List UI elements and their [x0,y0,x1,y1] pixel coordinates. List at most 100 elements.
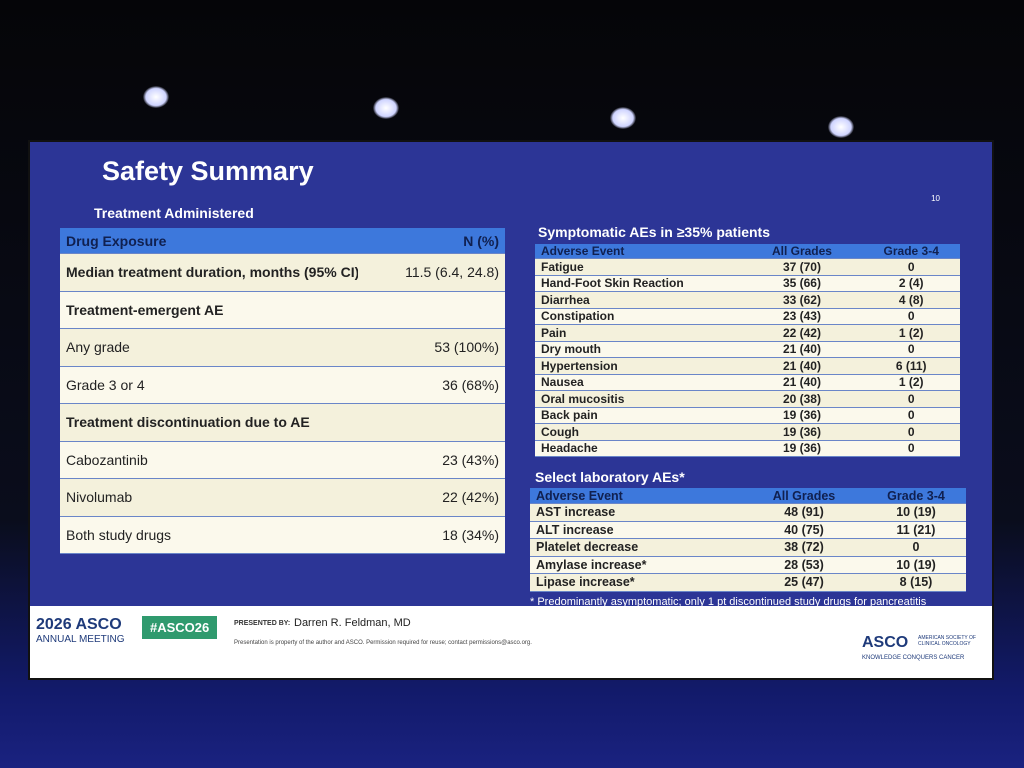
table-cell: 38 (72) [784,540,824,555]
section-heading: Treatment Administered [94,205,254,221]
table-cell: Oral mucositis [541,391,625,406]
table-cell: 11.5 (6.4, 24.8) [405,264,499,281]
table-row: Constipation 23 (43) 0 [535,308,960,325]
table-cell: Platelet decrease [536,540,639,555]
table-cell: 33 (62) [782,292,821,307]
table-row: Nivolumab 22 (42%) [60,479,505,517]
table-cell: 0 [907,408,915,423]
table-header: Adverse Event All Grades Grade 3-4 [530,488,966,504]
table-cell: 1 (2) [898,375,924,390]
table-cell: 21 (40) [782,358,821,373]
stage-light [143,86,169,108]
table-row: Median treatment duration, months (95% C… [60,254,505,292]
table-cell: Back pain [541,408,598,423]
table-row: Hypertension 21 (40) 6 (11) [535,358,960,375]
table-cell: 4 (8) [898,292,924,307]
table-row: Dry mouth 21 (40) 0 [535,341,960,358]
logo: ASCO [862,634,909,651]
table-row: Cabozantinib 23 (43%) [60,441,505,479]
table-cell: 36 (68%) [442,376,499,393]
table-cell: 19 (36) [782,441,821,456]
table-row: Lipase increase* 25 (47) 8 (15) [530,574,966,592]
table-cell: 19 (36) [782,408,821,423]
hashtag: #ASCO26 [142,616,218,639]
table-cell: Hypertension [541,358,618,373]
table-cell: 10 (19) [896,505,936,520]
footnote: * Predominantly asymptomatic; only 1 pt … [530,596,927,608]
table-cell: 37 (70) [782,259,821,274]
table-row: Pain 22 (42) 1 (2) [535,325,960,342]
slide-footer: 2026 ASCO ANNUAL MEETING #ASCO26 PRESENT… [30,606,992,678]
table-cell: 19 (36) [782,424,821,439]
table-row: Grade 3 or 4 36 (68%) [60,366,505,404]
table-row: Headache 19 (36) 0 [535,440,960,457]
table-cell: 0 [907,342,915,357]
header-cell: Adverse Event [536,488,623,503]
meeting-sub: ANNUAL MEETING [36,634,125,645]
table: Adverse Event All Grades Grade 3-4 AST incr… [530,488,966,592]
table-row: Cough 19 (36) 0 [535,424,960,441]
table-row: Hand-Foot Skin Reaction 35 (66) 2 (4) [535,275,960,292]
table-row: Fatigue 37 (70) 0 [535,259,960,276]
table-cell: Pain [541,325,567,340]
table-cell: Grade 3 or 4 [66,376,145,393]
table-cell: 23 (43) [782,309,821,324]
table-row: ALT increase 40 (75) 11 (21) [530,521,966,539]
table-cell: 23 (43%) [442,451,499,468]
table-row: Treatment discontinuation due to AE [60,404,505,442]
table-row: Oral mucositis 20 (38) 0 [535,391,960,408]
table-cell: 8 (15) [899,575,933,590]
table-cell: Median treatment duration, months (95% C… [66,264,359,281]
table-cell: 0 [907,424,915,439]
table-cell: Cabozantinib [66,451,148,468]
table: Drug Exposure N (%) Median treatment durat… [60,228,505,554]
table-cell: 21 (40) [782,342,821,357]
presented-by-label: PRESENTED BY: [234,620,291,627]
disclaimer: Presentation is property of the author a… [234,640,532,646]
presenter: Darren R. Feldman, MD [294,617,411,629]
stage-light [828,116,854,138]
stage-light [610,107,636,129]
table-cell: ALT increase [536,522,614,537]
table-cell: 22 (42) [782,325,821,340]
header-cell: All Grades [772,488,836,503]
table-cell: 40 (75) [784,522,824,537]
header-cell: Grade 3-4 [883,244,939,258]
table-cell: 0 [907,441,915,456]
table-cell: 48 (91) [784,505,824,520]
table-cell: 35 (66) [782,276,821,291]
table-cell: 53 (100%) [434,339,499,356]
table-cell: Any grade [66,339,130,356]
table-cell: 18 (34%) [442,526,499,543]
table-row: Both study drugs 18 (34%) [60,516,505,554]
slide: Safety Summary 10 Treatment Administered… [28,140,994,680]
header-cell: N (%) [463,232,499,249]
table-row: Amylase increase* 28 (53) 10 (19) [530,556,966,574]
table-cell: Headache [541,441,598,456]
table-cell: 0 [907,309,915,324]
table-cell: Nausea [541,375,584,390]
table-cell: Hand-Foot Skin Reaction [541,276,684,291]
table-cell: 0 [907,259,915,274]
table-row: Nausea 21 (40) 1 (2) [535,374,960,391]
header-cell: Drug Exposure [66,232,167,249]
table-cell: Both study drugs [66,526,172,543]
table-cell: 0 [912,540,920,555]
table-cell: Fatigue [541,259,584,274]
table-cell: 0 [907,391,915,406]
table-row: Diarrhea 33 (62) 4 (8) [535,292,960,309]
slide-title: Safety Summary [102,156,314,186]
table-cell: Lipase increase* [536,575,635,590]
logo-sub: AMERICAN SOCIETY OF CLINICAL ONCOLOGY [918,635,976,647]
stage-light [373,97,399,119]
table-row: Platelet decrease 38 (72) 0 [530,539,966,557]
table-header: Drug Exposure N (%) [60,228,505,254]
table-cell: 21 (40) [782,375,821,390]
section-heading: Symptomatic AEs in ≥35% patients [538,224,771,240]
table-cell: 28 (53) [784,557,824,572]
table-header: Adverse Event All Grades Grade 3-4 [535,244,960,259]
table-row: Any grade 53 (100%) [60,329,505,367]
table-cell: 11 (21) [896,522,936,537]
table-cell: 6 (11) [895,358,927,373]
section-heading: Select laboratory AEs* [535,469,685,485]
